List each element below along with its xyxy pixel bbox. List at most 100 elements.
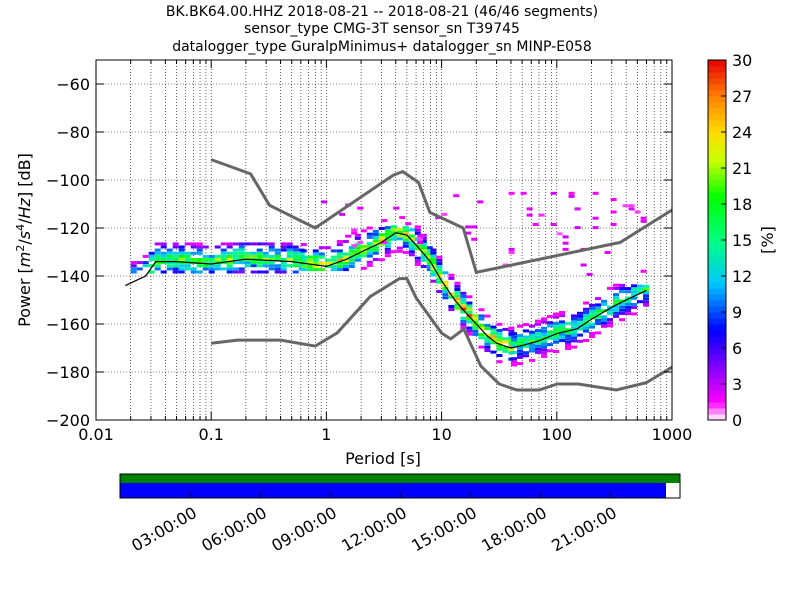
density-cell bbox=[637, 284, 643, 288]
density-cell bbox=[417, 241, 424, 244]
density-cell bbox=[214, 254, 221, 258]
colorbar-tick-label: 15 bbox=[732, 231, 752, 250]
colorbar-segment bbox=[708, 60, 726, 67]
density-cell bbox=[523, 338, 529, 342]
density-cell bbox=[262, 264, 269, 268]
density-cell bbox=[535, 347, 541, 351]
density-cell bbox=[414, 244, 421, 248]
density-cell bbox=[559, 336, 565, 339]
density-cell bbox=[460, 319, 467, 323]
density-cell bbox=[517, 337, 523, 341]
density-cell bbox=[613, 283, 619, 287]
density-cell bbox=[589, 306, 595, 310]
density-cell bbox=[178, 254, 185, 258]
density-cell bbox=[595, 297, 601, 301]
density-cell bbox=[577, 314, 583, 318]
density-cell bbox=[511, 332, 517, 336]
density-cell bbox=[496, 354, 503, 357]
density-cell bbox=[583, 310, 589, 314]
density-cell bbox=[166, 264, 173, 268]
density-cell bbox=[312, 265, 319, 268]
density-cell bbox=[166, 254, 173, 258]
density-cell bbox=[330, 268, 337, 272]
density-cell bbox=[214, 258, 221, 261]
density-cell bbox=[318, 268, 325, 272]
colorbar-segment bbox=[708, 198, 726, 205]
density-cell bbox=[426, 255, 433, 259]
density-cell bbox=[208, 264, 215, 268]
density-cell bbox=[529, 337, 535, 340]
density-cell bbox=[484, 342, 491, 346]
density-cell bbox=[136, 267, 143, 271]
density-cell bbox=[336, 243, 343, 247]
density-cell bbox=[351, 231, 358, 235]
density-cell bbox=[166, 251, 173, 255]
density-cell bbox=[172, 245, 179, 249]
density-cell bbox=[384, 251, 391, 254]
density-cell bbox=[547, 330, 553, 334]
density-cell bbox=[399, 216, 406, 219]
density-cell bbox=[511, 351, 517, 354]
density-cell bbox=[378, 258, 385, 262]
timeline-tick-label: 03:00:00 bbox=[128, 503, 200, 555]
density-cell bbox=[250, 254, 257, 258]
density-cell bbox=[436, 280, 443, 284]
density-cell bbox=[244, 261, 251, 265]
density-cell bbox=[196, 242, 203, 246]
density-cell bbox=[448, 295, 455, 299]
density-cell bbox=[454, 306, 461, 310]
density-cell bbox=[190, 242, 197, 246]
density-cell bbox=[619, 318, 625, 322]
density-cell bbox=[384, 226, 391, 230]
density-cell bbox=[396, 246, 403, 250]
density-cell bbox=[336, 258, 343, 262]
density-cell bbox=[354, 258, 361, 262]
density-cell bbox=[420, 236, 427, 240]
density-cell bbox=[178, 258, 185, 261]
density-cell bbox=[466, 310, 473, 314]
density-cell bbox=[268, 261, 275, 265]
density-cell bbox=[595, 331, 601, 335]
density-cell bbox=[330, 258, 337, 262]
density-cell bbox=[232, 261, 239, 265]
density-cell bbox=[625, 302, 631, 306]
density-cell bbox=[526, 213, 533, 217]
density-cell bbox=[306, 258, 313, 262]
density-cell bbox=[360, 266, 367, 270]
density-cell bbox=[535, 344, 541, 348]
colorbar-segment bbox=[708, 192, 726, 199]
density-cell bbox=[643, 284, 649, 288]
density-cell bbox=[292, 258, 299, 261]
colorbar-segment bbox=[708, 402, 726, 409]
density-cell bbox=[553, 340, 559, 344]
density-cell bbox=[238, 245, 245, 249]
density-cell bbox=[244, 251, 251, 255]
density-cell bbox=[460, 294, 467, 298]
density-cell bbox=[508, 348, 515, 352]
density-cell bbox=[466, 317, 473, 321]
density-cell bbox=[589, 313, 595, 317]
colorbar-tick-label: 21 bbox=[732, 159, 752, 178]
density-cell bbox=[613, 314, 619, 318]
density-cell bbox=[643, 291, 649, 295]
density-cell bbox=[478, 345, 485, 349]
colorbar-segment bbox=[708, 174, 726, 181]
density-cell bbox=[232, 248, 239, 252]
density-cell bbox=[292, 245, 299, 249]
density-cell bbox=[298, 251, 305, 255]
density-cell bbox=[604, 251, 611, 254]
density-cell bbox=[136, 261, 143, 265]
density-cell bbox=[280, 242, 287, 246]
colorbar-segment bbox=[708, 186, 726, 193]
density-cell bbox=[408, 244, 415, 247]
density-cell bbox=[402, 229, 409, 233]
density-cell bbox=[565, 322, 571, 326]
density-cell bbox=[357, 241, 364, 244]
colorbar-tick-label: 9 bbox=[732, 303, 742, 322]
density-cell bbox=[348, 246, 355, 250]
density-cell bbox=[610, 210, 617, 214]
density-cell bbox=[262, 258, 269, 261]
density-cell bbox=[430, 279, 437, 283]
density-cell bbox=[472, 332, 479, 336]
density-cell bbox=[571, 320, 577, 324]
